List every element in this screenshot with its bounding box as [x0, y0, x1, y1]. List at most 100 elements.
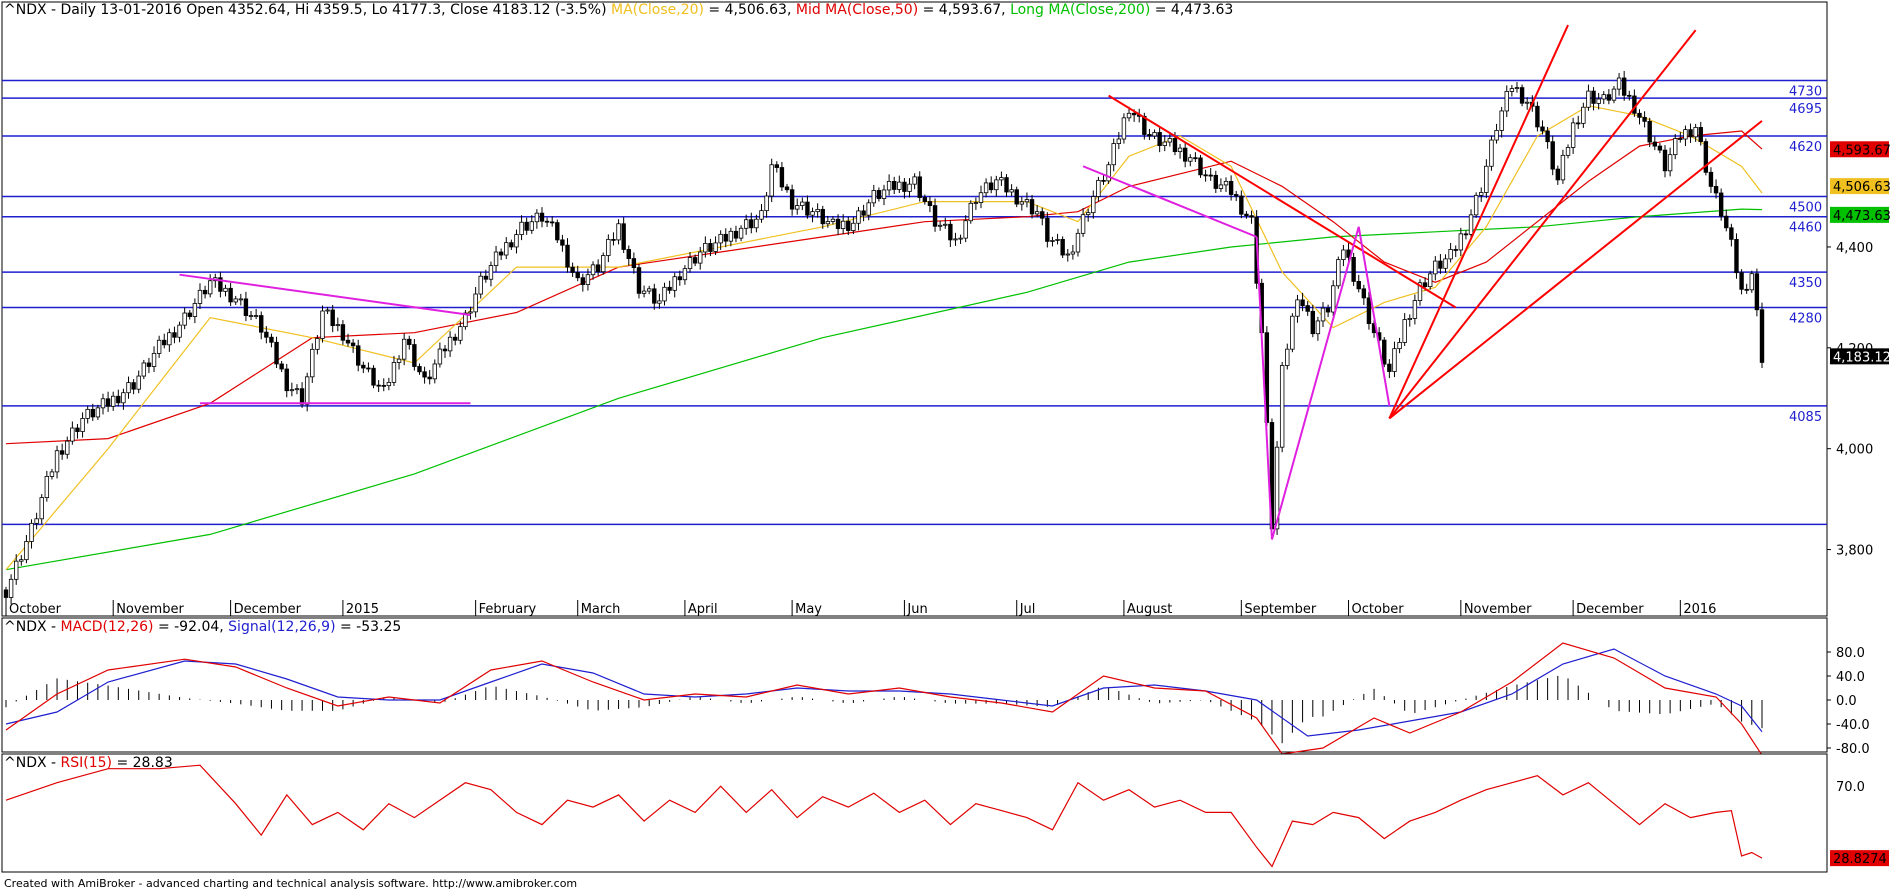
candle-down: [350, 342, 356, 347]
level-lines: 4730 4695 4620 4500 4460 4350 4280 4085: [2, 79, 1827, 526]
candle-down: [1193, 157, 1198, 160]
month-label: April: [688, 602, 718, 617]
candle-down: [861, 210, 866, 216]
candle-down: [774, 164, 780, 168]
candle-up: [881, 189, 887, 199]
candle-down: [1606, 94, 1612, 101]
candle-up: [1504, 91, 1509, 112]
candle-down: [422, 371, 427, 378]
candle-up: [1693, 127, 1698, 138]
candle-up: [1412, 300, 1418, 319]
candle-up: [907, 183, 912, 192]
candle-up: [687, 257, 693, 270]
candle-down: [75, 427, 80, 432]
candle-up: [1341, 249, 1346, 260]
candle-up: [978, 192, 984, 203]
candle-up: [1285, 348, 1290, 366]
candle-down: [1621, 77, 1627, 96]
fan-line-1: [1388, 24, 1569, 419]
candle-up: [207, 280, 213, 295]
candle-up: [830, 218, 836, 222]
candle-up: [641, 290, 647, 294]
candle-up: [646, 288, 652, 292]
candle-down: [892, 180, 897, 190]
month-label: February: [479, 602, 537, 617]
candle-up: [943, 223, 948, 226]
candle-down: [1591, 90, 1596, 104]
candle-down: [1014, 189, 1019, 205]
candle-down: [580, 277, 586, 285]
level-label: 4500: [1789, 201, 1822, 216]
candle-up: [1499, 110, 1504, 131]
candle-up: [1479, 192, 1484, 196]
candle-up: [698, 251, 703, 264]
candle-up: [1091, 196, 1096, 214]
candle-down: [1703, 141, 1709, 173]
candle-down: [274, 341, 279, 365]
crash-leg-down: [1255, 236, 1273, 540]
candle-up: [325, 309, 330, 312]
rsi-header: ^NDX - RSI(15) = 28.83: [4, 755, 173, 771]
candle-up: [514, 234, 519, 248]
candle-up: [85, 408, 90, 419]
candle-down: [652, 288, 657, 304]
candle-up: [897, 181, 902, 190]
candle-up: [871, 190, 876, 204]
candle-down: [544, 220, 550, 223]
price-tick-label: 3,800: [1836, 544, 1873, 559]
candle-up: [437, 348, 443, 365]
candle-down: [1754, 273, 1760, 311]
candle-up: [585, 274, 591, 285]
candles: [3, 70, 1765, 605]
candle-down: [228, 287, 233, 303]
candle-up: [825, 221, 831, 225]
candle-up: [856, 210, 861, 224]
candle-down: [1652, 141, 1658, 147]
trend-lines: [179, 24, 1763, 540]
candle-up: [468, 311, 473, 314]
candle-down: [284, 368, 289, 392]
month-label: Jul: [1019, 602, 1036, 617]
moving-averages: [5, 105, 1763, 571]
rsi-series: 70.0 28.8274: [5, 764, 1889, 868]
candle-down: [733, 230, 739, 239]
candle-down: [575, 272, 580, 279]
candle-down: [1718, 192, 1724, 217]
month-label: September: [1244, 602, 1317, 617]
candle-down: [1729, 227, 1734, 240]
candle-down: [1734, 238, 1739, 274]
candle-down: [820, 208, 825, 225]
candle-down: [1208, 174, 1213, 177]
ma200-last-tag: [1830, 206, 1889, 223]
candle-up: [1616, 77, 1622, 90]
candle-down: [330, 309, 335, 327]
month-label: October: [1352, 602, 1405, 617]
candle-down: [1463, 233, 1469, 236]
candle-up: [1106, 164, 1111, 182]
candle-up: [44, 476, 50, 499]
candle-up: [1524, 101, 1530, 104]
candle-up: [1218, 184, 1224, 189]
candle-down: [172, 332, 177, 338]
candle-down: [371, 367, 376, 386]
candle-down: [427, 376, 432, 380]
candle-down: [1045, 217, 1050, 242]
candle-down: [948, 223, 953, 241]
candle-up: [1096, 179, 1101, 197]
candle-up: [795, 205, 800, 210]
candle-up: [19, 559, 24, 562]
candle-down: [442, 348, 448, 352]
level-label: 4620: [1789, 140, 1822, 155]
fan-line-3: [1388, 120, 1763, 420]
candle-down: [1713, 186, 1719, 194]
candle-down: [611, 238, 616, 241]
candle-down: [708, 243, 713, 252]
candle-up: [126, 382, 131, 394]
candle-down: [1688, 129, 1693, 138]
footer-credit: Created with AmiBroker - advanced charti…: [4, 877, 577, 890]
candle-up: [1484, 165, 1489, 193]
candle-down: [1004, 177, 1009, 193]
triangle-upper-line: [179, 273, 471, 317]
candle-up: [1749, 273, 1754, 291]
